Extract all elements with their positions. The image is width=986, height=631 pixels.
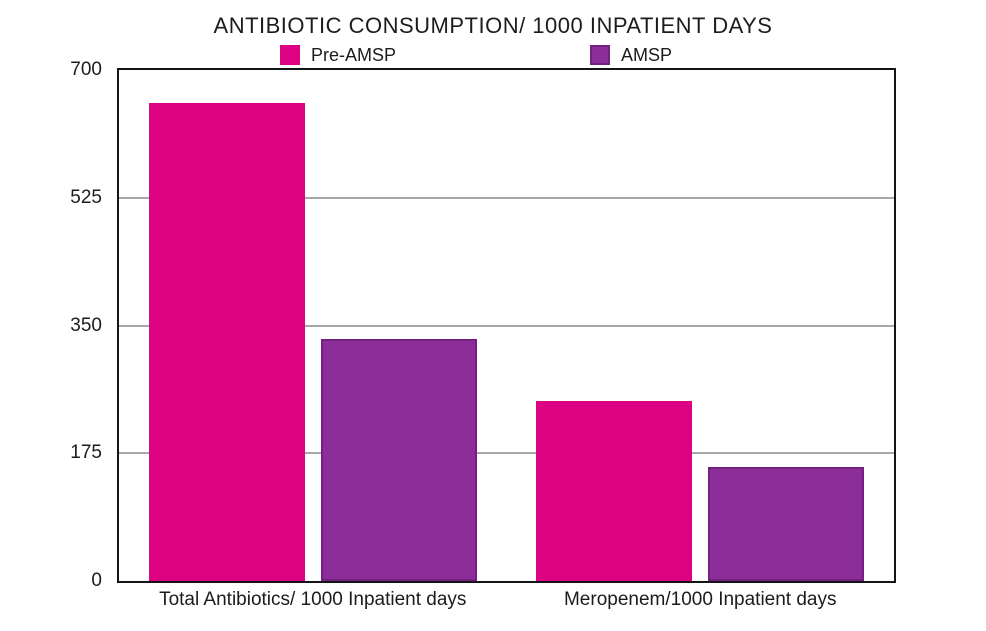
y-axis-tick-label-700: 700 — [70, 59, 102, 80]
plot-area — [117, 68, 896, 583]
bar-amsp-cat0 — [320, 338, 477, 581]
legend-swatch-amsp-icon — [590, 45, 610, 65]
gridline-525 — [119, 196, 894, 199]
bar-pre-amsp-cat0 — [148, 102, 305, 581]
legend-swatch-pre-amsp-icon — [280, 45, 300, 65]
y-axis-tick-label-175: 175 — [70, 442, 102, 464]
gridline-175 — [119, 452, 894, 455]
x-axis-category-label-1: Meropenem/1000 Inpatient days — [563, 589, 837, 610]
bar-pre-amsp-cat1 — [536, 400, 693, 581]
legend-item-amsp: AMSP — [590, 44, 672, 66]
bar-amsp-cat1 — [708, 467, 865, 581]
chart-title: ANTIBIOTIC CONSUMPTION/ 1000 INPATIENT D… — [213, 13, 773, 38]
y-axis-tick-label-525: 525 — [70, 186, 102, 208]
legend-label-pre-amsp: Pre-AMSP — [311, 44, 397, 65]
legend-item-pre-amsp: Pre-AMSP — [280, 44, 396, 66]
y-axis-tick-label-350: 350 — [70, 314, 102, 336]
gridline-350 — [119, 324, 894, 327]
legend-label-amsp: AMSP — [621, 44, 673, 65]
x-axis-category-label-0: Total Antibiotics/ 1000 Inpatient days — [159, 589, 467, 610]
y-axis-tick-label-0: 0 — [91, 570, 102, 591]
